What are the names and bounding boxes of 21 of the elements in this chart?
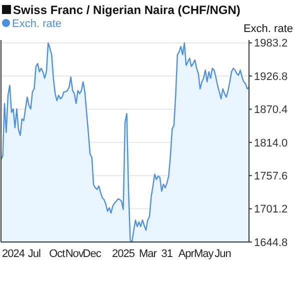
x-tick-label: Nov — [65, 248, 84, 260]
y-tick-label: 1701.2 — [254, 204, 288, 216]
y-tick-label: 1870.4 — [254, 104, 288, 116]
x-tick-label: 2024 — [2, 248, 25, 260]
x-tick-label: May — [194, 248, 214, 260]
y-tick-label: 1814.0 — [254, 137, 288, 150]
x-tick-label: Apr — [178, 248, 195, 260]
x-tick-label: Jun — [214, 248, 232, 260]
legend-label: Exch. rate — [12, 18, 62, 30]
y-axis-title: Exch. rate — [243, 23, 293, 35]
y-tick-label: 1757.6 — [254, 170, 288, 182]
y-tick-label: 1983.2 — [254, 38, 288, 50]
x-tick-label: 2025 — [112, 248, 135, 260]
y-tick-label: 1926.8 — [254, 70, 288, 83]
x-tick-label: Jul — [28, 248, 41, 260]
x-tick-label: Dec — [82, 248, 102, 260]
y-tick-label: 1644.8 — [254, 236, 288, 249]
x-tick-label: 31 — [161, 248, 173, 260]
chart-title: Swiss Franc / Nigerian Naira (CHF/NGN) — [13, 3, 240, 17]
x-tick-label: Oct — [49, 248, 66, 260]
x-tick-label: Mar — [138, 248, 158, 260]
